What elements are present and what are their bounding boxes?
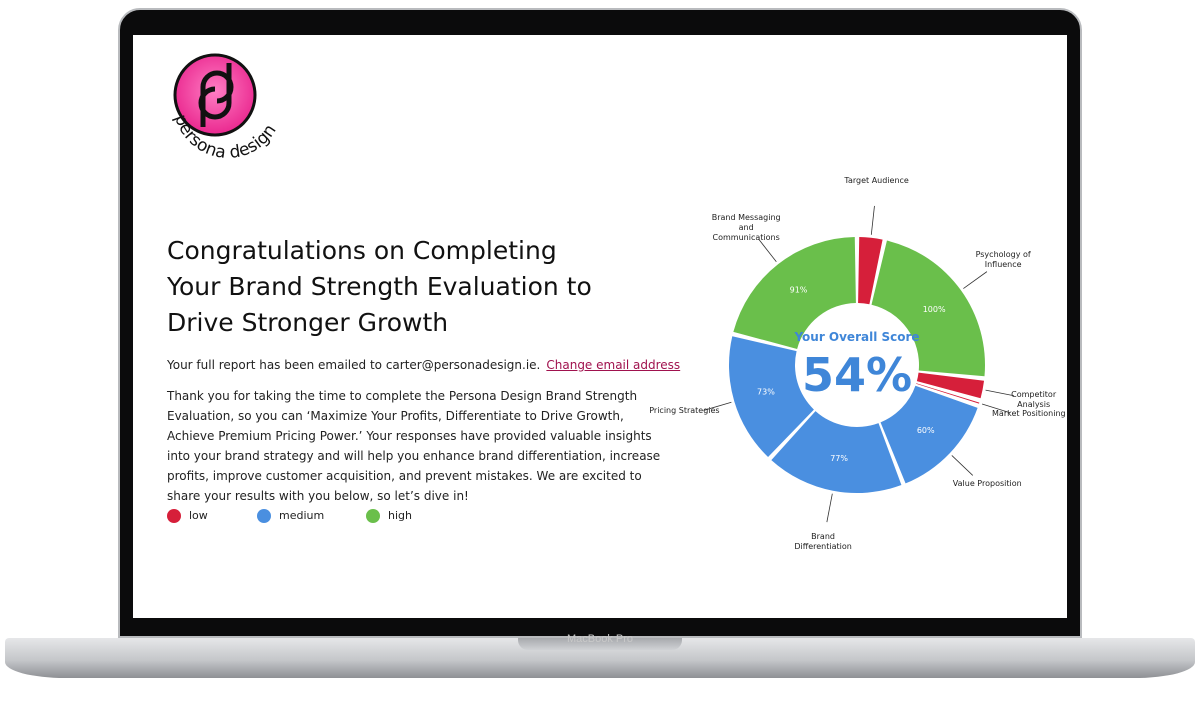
category-label: Value Proposition <box>952 479 1022 489</box>
leader-line <box>870 205 875 235</box>
legend-item: medium <box>257 509 324 523</box>
value-label: 60% <box>917 426 935 435</box>
legend-swatch <box>167 509 181 523</box>
donut-chart: 100% 60% 77% 73% 91% Your Overall Score 54% <box>703 205 1015 523</box>
legend-swatch <box>257 509 271 523</box>
legend-item: high <box>366 509 412 523</box>
category-label: Market Positioning <box>992 408 1066 418</box>
change-email-link[interactable]: Change email address <box>546 358 681 372</box>
screen: persona design Congratulations on Comple… <box>133 35 1067 618</box>
segment <box>733 237 856 349</box>
value-label: 73% <box>757 387 775 396</box>
value-label: 77% <box>830 454 848 463</box>
leader-line <box>981 403 1010 414</box>
category-label: Brand Messaging and Communications <box>711 213 781 243</box>
email: carter@personadesign.ie. <box>385 358 541 372</box>
category-label: Pricing Strategies <box>649 406 720 416</box>
category-label: Brand Differentiation <box>794 531 852 551</box>
email-line: Your full report has been emailed to car… <box>167 358 680 372</box>
legend-item: low <box>167 509 208 523</box>
overall-score: 54% <box>802 348 912 402</box>
legend-swatch <box>366 509 380 523</box>
segment <box>858 237 883 305</box>
legend-label: high <box>388 509 412 522</box>
value-label: 100% <box>923 305 946 314</box>
center-title: Your Overall Score <box>793 330 919 344</box>
leader-line <box>963 271 988 289</box>
logo: persona design <box>170 53 281 163</box>
device-label: MacBook Pro <box>566 633 634 645</box>
segment <box>916 383 980 404</box>
segment <box>916 372 985 399</box>
laptop-notch <box>518 638 682 650</box>
heading: Congratulations on Completing Your Brand… <box>167 236 592 337</box>
logo-circle <box>173 53 257 137</box>
leader-line <box>703 401 732 411</box>
value-label: 91% <box>790 286 808 295</box>
leader-line <box>985 389 1015 397</box>
category-label: Competitor Analysis <box>1011 389 1057 409</box>
segment <box>871 240 985 377</box>
segment <box>729 336 814 458</box>
chart: 100% 60% 77% 73% 91% Your Overall Score 54% Ta… <box>649 150 1065 590</box>
leader-line <box>758 238 777 263</box>
email-text: Your full report has been emailed to <box>167 358 382 372</box>
leader-line <box>826 493 833 523</box>
segment <box>771 411 902 493</box>
category-label: Psychology of Influence <box>975 249 1031 269</box>
logo-mark <box>198 63 234 127</box>
paragraph: Thank you for taking the time to complet… <box>167 389 661 503</box>
segment <box>880 385 978 484</box>
category-label: Target Audience <box>844 176 909 186</box>
legend-label: medium <box>279 509 325 522</box>
leader-line <box>951 455 974 476</box>
legend-label: low <box>189 509 208 522</box>
